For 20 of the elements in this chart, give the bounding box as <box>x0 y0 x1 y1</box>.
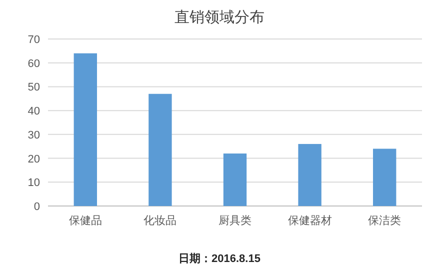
y-tick-label: 0 <box>34 201 40 213</box>
bar <box>74 53 97 206</box>
bar <box>373 148 396 206</box>
y-tick-label: 30 <box>28 129 40 142</box>
bar <box>148 94 172 206</box>
chart-title: 直销领域分布 <box>174 9 264 26</box>
y-tick-label: 70 <box>28 34 40 46</box>
bar <box>223 154 247 206</box>
text: 日期：2016.8.15 <box>178 252 260 265</box>
x-tick-label: 保洁类 <box>368 214 402 227</box>
y-tick-label: 20 <box>28 153 40 166</box>
y-tick-label: 50 <box>28 82 40 94</box>
x-tick-label: 化妆品 <box>144 215 177 227</box>
bar <box>298 144 322 206</box>
y-tick-label: 40 <box>28 106 40 118</box>
x-tick-label: 厨具类 <box>218 214 252 227</box>
y-tick-label: 60 <box>28 58 40 70</box>
x-tick-label: 保健器材 <box>288 214 332 227</box>
y-tick-label: 10 <box>28 177 40 190</box>
x-tick-label: 保健品 <box>68 215 102 227</box>
